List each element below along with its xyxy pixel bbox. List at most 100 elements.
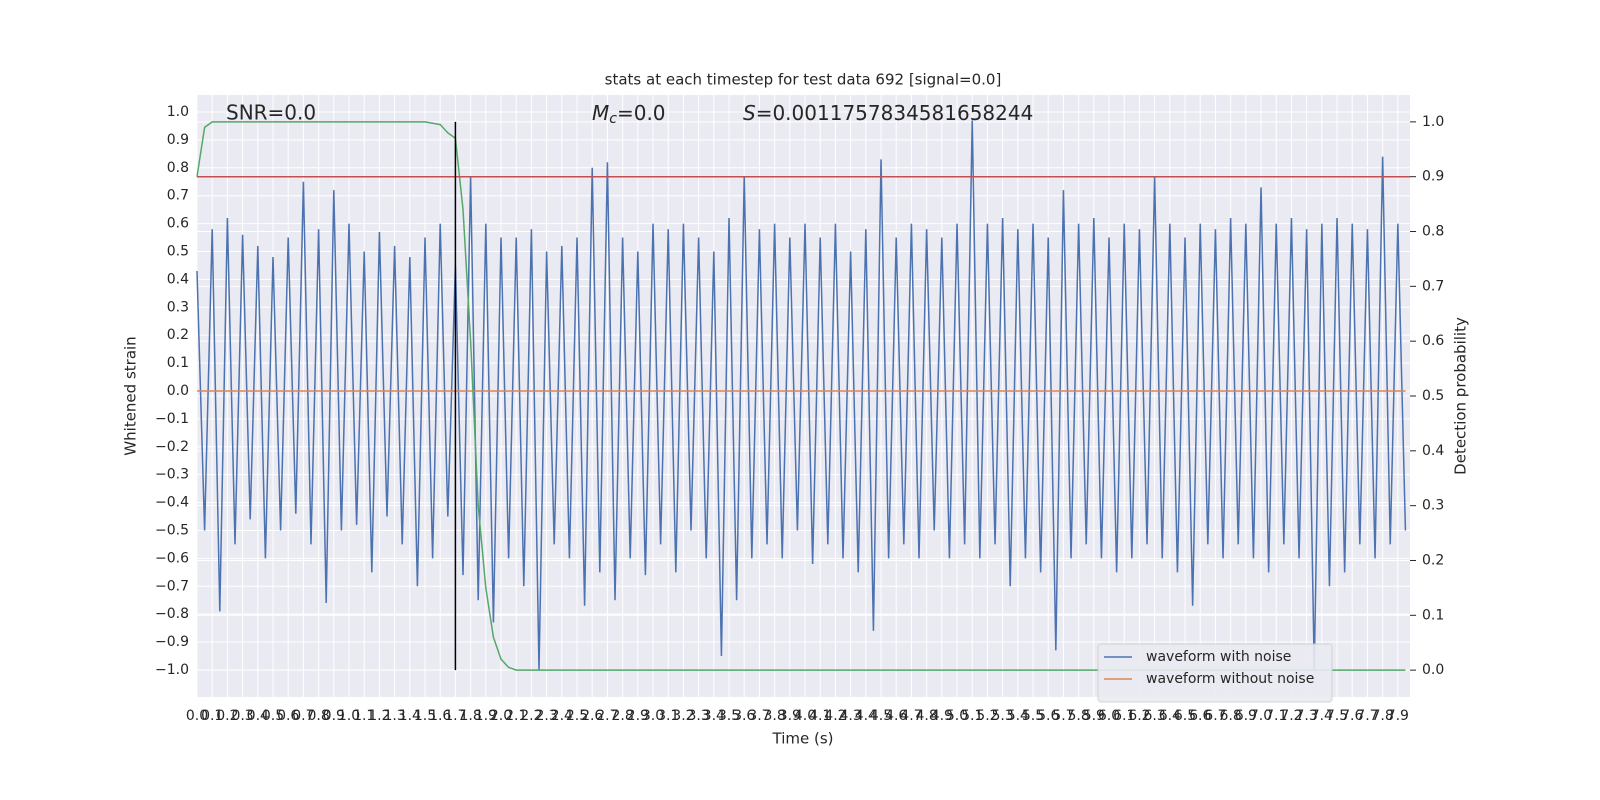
x-tick-label: 4.3 bbox=[839, 708, 861, 724]
annotation-text: =0.0 bbox=[617, 101, 666, 125]
x-tick-label: 3.7 bbox=[748, 708, 770, 724]
y-tick-label: 0.0 bbox=[167, 383, 189, 399]
x-tick-label: 0.6 bbox=[277, 708, 299, 724]
y-tick-label: 0.8 bbox=[167, 160, 189, 176]
x-tick-label: 5.6 bbox=[1037, 708, 1059, 724]
x-tick-label: 2.9 bbox=[627, 708, 649, 724]
x-tick-label: 4.1 bbox=[809, 708, 831, 724]
annotation-symbol: M bbox=[592, 101, 609, 125]
y2-tick-label: 0.4 bbox=[1422, 443, 1444, 459]
y2-tick-label: 0.2 bbox=[1422, 552, 1444, 568]
y-tick-label: 1.0 bbox=[167, 104, 189, 120]
x-tick-label: 6.0 bbox=[1098, 708, 1120, 724]
series-line bbox=[196, 121, 1406, 671]
y-tick-label: −0.1 bbox=[155, 411, 189, 427]
x-tick-label: 2.2 bbox=[520, 708, 542, 724]
y-tick-label: 0.7 bbox=[167, 188, 189, 204]
y-tick-label: −0.3 bbox=[155, 467, 189, 483]
x-tick-label: 6.2 bbox=[1128, 708, 1150, 724]
x-tick-label: 4.5 bbox=[870, 708, 892, 724]
x-tick-label: 5.2 bbox=[976, 708, 998, 724]
x-tick-label: 7.1 bbox=[1265, 708, 1287, 724]
y-tick-label: −0.5 bbox=[155, 522, 189, 538]
x-tick-label: 1.3 bbox=[383, 708, 405, 724]
y2-tick-label: 0.9 bbox=[1422, 169, 1444, 185]
x-tick-label: 5.5 bbox=[1022, 708, 1044, 724]
annotation-symbol: S bbox=[743, 101, 756, 125]
y-tick-label: −1.0 bbox=[155, 662, 189, 678]
x-tick-label: 1.4 bbox=[399, 708, 421, 724]
marks bbox=[196, 120, 1410, 671]
annotation: SNR=0.0 bbox=[226, 101, 316, 125]
x-tick-label: 7.7 bbox=[1356, 708, 1378, 724]
x-tick-label: 4.6 bbox=[885, 708, 907, 724]
x-tick-label: 1.1 bbox=[353, 708, 375, 724]
x-tick-label: 1.6 bbox=[429, 708, 451, 724]
x-tick-label: 1.2 bbox=[368, 708, 390, 724]
x-tick-label: 2.8 bbox=[611, 708, 633, 724]
x-tick-label: 7.4 bbox=[1311, 708, 1333, 724]
x-tick-label: 4.9 bbox=[931, 708, 953, 724]
x-tick-label: 2.3 bbox=[535, 708, 557, 724]
x-tick-label: 2.5 bbox=[566, 708, 588, 724]
y2-tick-label: 0.6 bbox=[1422, 333, 1444, 349]
y2-tick-label: 0.8 bbox=[1422, 224, 1444, 240]
x-tick-label: 1.8 bbox=[459, 708, 481, 724]
x-tick-label: 4.2 bbox=[824, 708, 846, 724]
x-tick-label: 1.5 bbox=[414, 708, 436, 724]
legend-box bbox=[1097, 643, 1333, 703]
y2-tick-label: 1.0 bbox=[1422, 114, 1444, 130]
x-tick-label: 2.0 bbox=[490, 708, 512, 724]
x-tick-label: 7.6 bbox=[1341, 708, 1363, 724]
x-tick-label: 3.3 bbox=[687, 708, 709, 724]
x-tick-label: 0.5 bbox=[262, 708, 284, 724]
x-tick-label: 7.0 bbox=[1250, 708, 1272, 724]
x-tick-label: 0.7 bbox=[292, 708, 314, 724]
x-tick-label: 6.5 bbox=[1174, 708, 1196, 724]
y-tick-label: −0.8 bbox=[155, 606, 189, 622]
x-tick-label: 5.8 bbox=[1067, 708, 1089, 724]
x-tick-label: 7.3 bbox=[1296, 708, 1318, 724]
y-tick-label: 0.5 bbox=[167, 243, 189, 259]
x-tick-label: 6.6 bbox=[1189, 708, 1211, 724]
annotation: Mc=0.0 bbox=[592, 101, 666, 128]
x-tick-label: 0.3 bbox=[231, 708, 253, 724]
y2-tick-label: 0.3 bbox=[1422, 498, 1444, 514]
x-tick-label: 6.1 bbox=[1113, 708, 1135, 724]
y-axis-label: Whitened strain bbox=[122, 336, 140, 455]
x-tick-label: 0.1 bbox=[201, 708, 223, 724]
x-tick-label: 7.9 bbox=[1387, 708, 1409, 724]
y-tick-label: −0.7 bbox=[155, 578, 189, 594]
y-tick-label: 0.4 bbox=[167, 271, 189, 287]
y-tick-label: −0.9 bbox=[155, 634, 189, 650]
y-tick-label: 0.2 bbox=[167, 327, 189, 343]
x-tick-label: 0.0 bbox=[186, 708, 208, 724]
x-tick-label: 6.3 bbox=[1143, 708, 1165, 724]
y-tick-label: −0.4 bbox=[155, 495, 189, 511]
x-tick-label: 3.4 bbox=[703, 708, 725, 724]
x-tick-label: 5.7 bbox=[1052, 708, 1074, 724]
x-tick-label: 3.2 bbox=[672, 708, 694, 724]
y-tick-label: 0.6 bbox=[167, 216, 189, 232]
x-tick-label: 4.4 bbox=[855, 708, 877, 724]
legend-label: waveform without noise bbox=[1146, 671, 1314, 687]
x-tick-label: 3.0 bbox=[642, 708, 664, 724]
x-tick-label: 3.9 bbox=[779, 708, 801, 724]
y-tick-label: −0.2 bbox=[155, 439, 189, 455]
x-tick-label: 0.2 bbox=[216, 708, 238, 724]
y2-tick-label: 0.1 bbox=[1422, 607, 1444, 623]
x-tick-label: 7.2 bbox=[1280, 708, 1302, 724]
annotation-subscript: c bbox=[609, 111, 617, 127]
labels: 0.00.10.20.30.40.50.60.70.80.91.01.11.21… bbox=[155, 104, 1444, 724]
x-tick-label: 1.9 bbox=[475, 708, 497, 724]
y2-axis-label: Detection probability bbox=[1452, 317, 1470, 475]
x-tick-label: 5.1 bbox=[961, 708, 983, 724]
x-tick-label: 0.4 bbox=[247, 708, 269, 724]
annotation-text: =0.0011757834581658244 bbox=[756, 101, 1034, 125]
x-tick-label: 2.1 bbox=[505, 708, 527, 724]
y-tick-label: 0.9 bbox=[167, 132, 189, 148]
x-tick-label: 6.8 bbox=[1220, 708, 1242, 724]
y2-tick-label: 0.0 bbox=[1422, 662, 1444, 678]
x-tick-label: 3.5 bbox=[718, 708, 740, 724]
legend-label: waveform with noise bbox=[1146, 649, 1291, 665]
